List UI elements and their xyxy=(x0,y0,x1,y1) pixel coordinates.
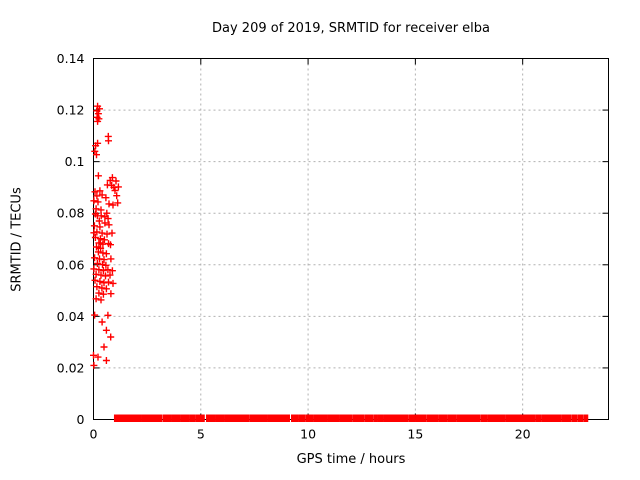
zero-band-segment xyxy=(180,414,190,422)
x-tick-label: 5 xyxy=(197,427,205,442)
zero-band-segment xyxy=(541,414,562,422)
zero-band-segment xyxy=(583,414,589,422)
x-tick-label: 15 xyxy=(407,427,423,442)
zero-band-segment xyxy=(305,414,314,422)
y-tick-label: 0.06 xyxy=(57,257,85,272)
zero-band-segment xyxy=(171,414,181,422)
x-tick-label: 20 xyxy=(515,427,531,442)
x-tick-label: 0 xyxy=(90,427,98,442)
zero-band-segment xyxy=(339,414,352,422)
zero-band-segment xyxy=(216,414,225,422)
zero-band-segment xyxy=(456,414,463,422)
y-tick-label: 0.08 xyxy=(57,206,85,221)
zero-band-segment xyxy=(561,414,572,422)
zero-band-segment xyxy=(290,414,299,422)
zero-band-segment xyxy=(141,414,163,422)
zero-band-segment xyxy=(438,414,448,422)
zero-band-segment xyxy=(298,414,306,422)
zero-band-segment xyxy=(327,414,340,422)
zero-band-segment xyxy=(209,414,213,422)
zero-band-segment xyxy=(461,414,481,422)
x-axis-label: GPS time / hours xyxy=(296,452,406,467)
zero-band-segment xyxy=(383,414,387,422)
zero-band-segment xyxy=(195,414,205,422)
zero-band-segment xyxy=(535,414,542,422)
zero-band-segment xyxy=(408,414,416,422)
zero-band-segment xyxy=(480,414,488,422)
y-tick-label: 0.14 xyxy=(57,51,85,66)
chart-title: Day 209 of 2019, SRMTID for receiver elb… xyxy=(212,21,490,36)
y-axis-label: SRMTID / TECUs xyxy=(9,187,25,292)
zero-band-segment xyxy=(577,414,584,422)
zero-band-segment xyxy=(373,414,378,422)
x-tick-label: 10 xyxy=(300,427,316,442)
zero-band-segment xyxy=(426,414,439,422)
zero-band-segment xyxy=(364,414,374,422)
zero-band-segment xyxy=(487,414,506,422)
y-tick-label: 0.1 xyxy=(65,154,85,169)
y-tick-label: 0.12 xyxy=(57,103,85,118)
zero-band-segment xyxy=(206,414,211,422)
zero-band-segment xyxy=(162,414,172,422)
zero-band-segment xyxy=(386,414,409,422)
zero-band-segment xyxy=(137,414,142,422)
zero-band-segment xyxy=(267,414,290,422)
zero-band-segment xyxy=(505,414,536,422)
zero-band-segment xyxy=(212,414,216,422)
zero-band-segment xyxy=(415,414,427,422)
zero-band-segment xyxy=(571,414,578,422)
zero-band-segment xyxy=(447,414,457,422)
zero-band-segment xyxy=(224,414,249,422)
zero-band-segment xyxy=(189,414,196,422)
plot-border xyxy=(93,58,609,420)
data-points xyxy=(90,102,122,369)
zero-band-segment xyxy=(352,414,365,422)
y-tick-label: 0.04 xyxy=(57,309,85,324)
y-tick-label: 0 xyxy=(77,412,85,427)
zero-band-segment xyxy=(249,414,268,422)
zero-band-segment xyxy=(215,414,219,422)
zero-band-segment xyxy=(313,414,328,422)
zero-band-segment xyxy=(377,414,384,422)
y-tick-label: 0.02 xyxy=(57,360,85,375)
zero-band-segment xyxy=(113,414,139,422)
